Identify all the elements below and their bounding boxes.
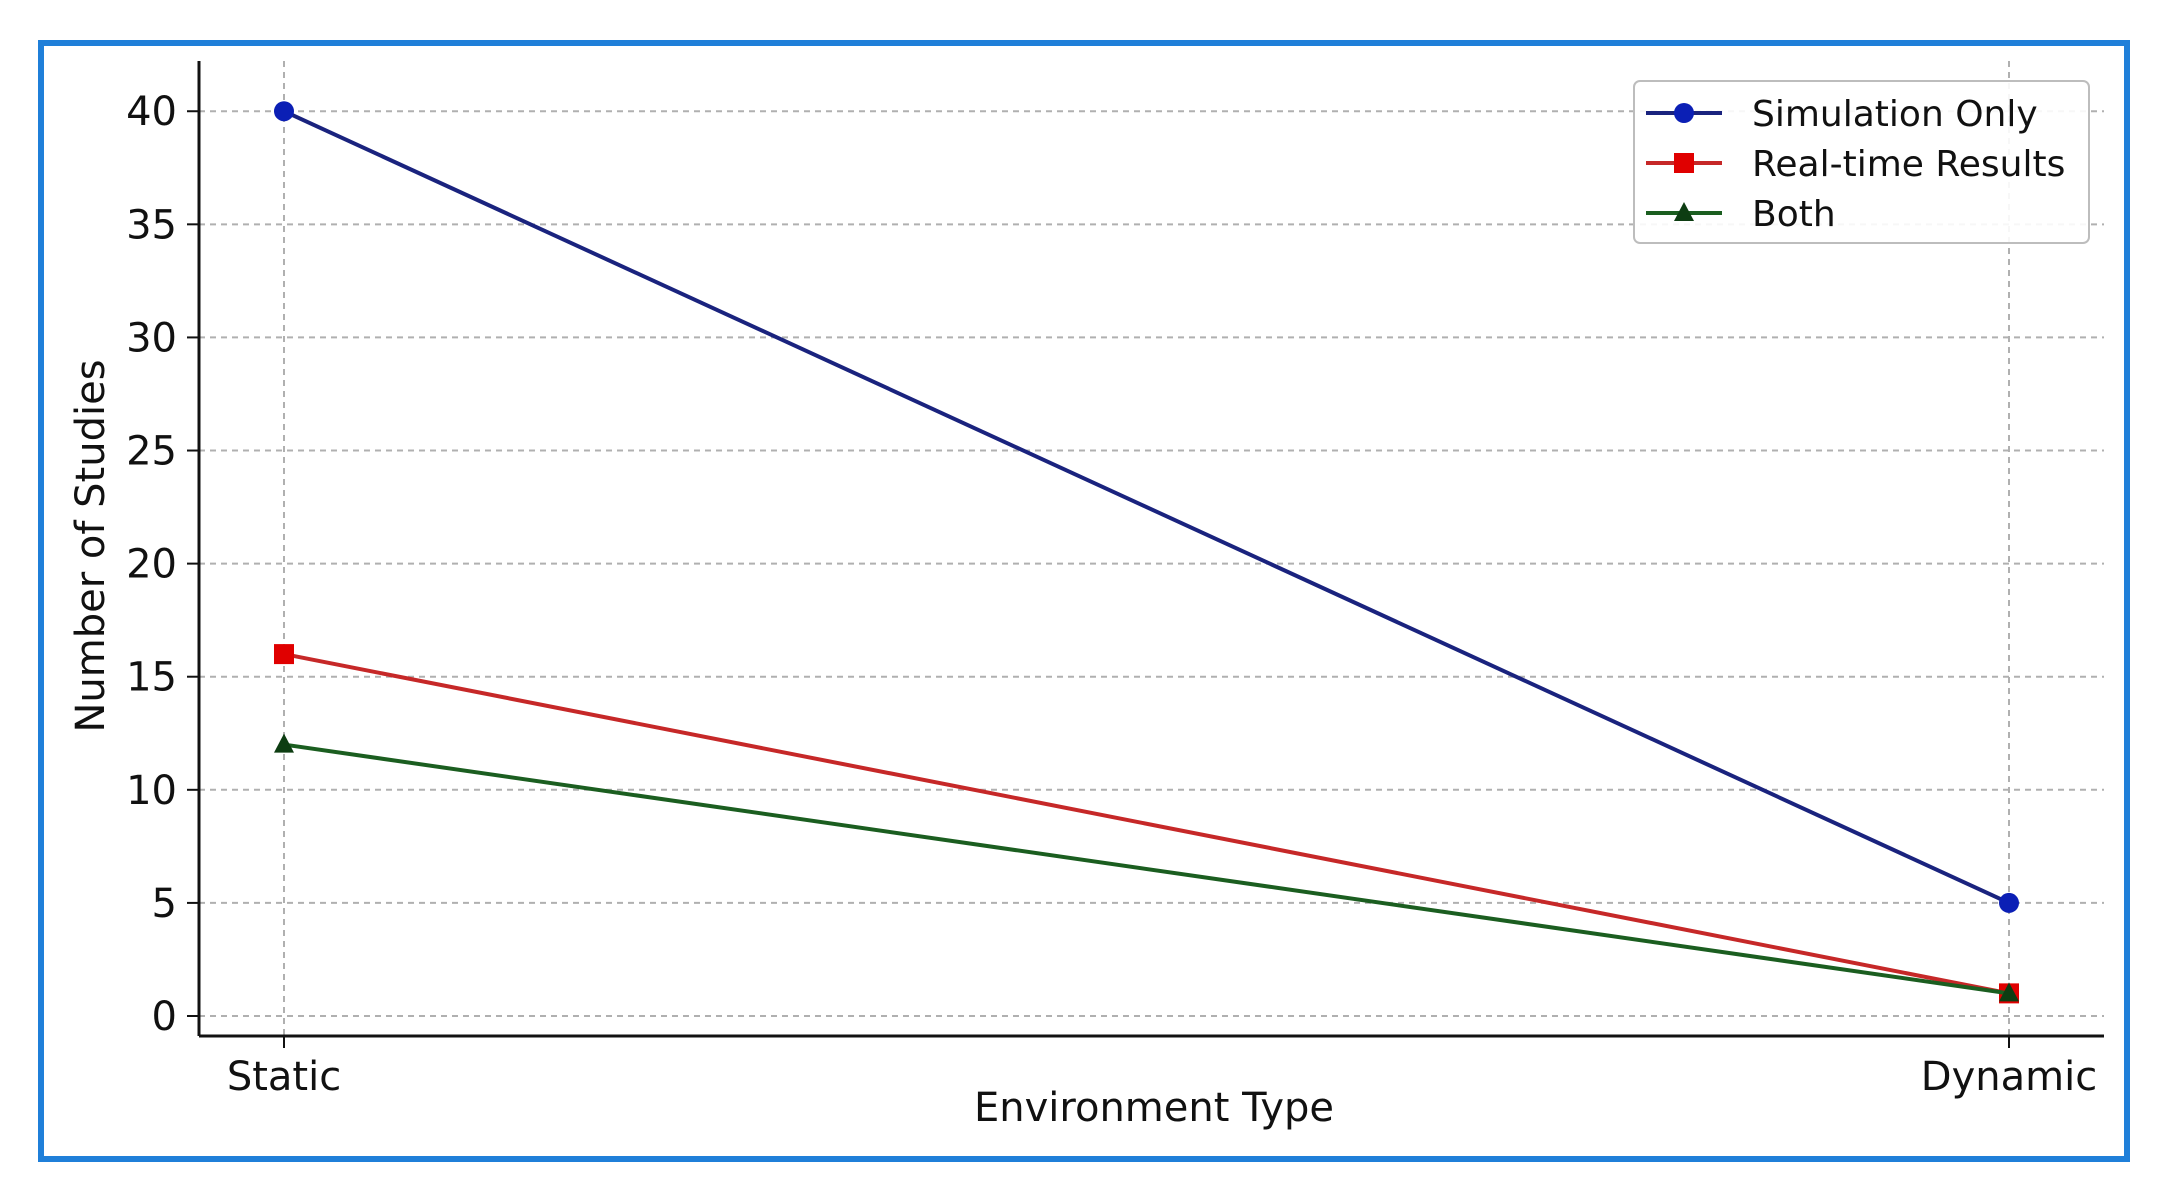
y-tick-label: 25 (126, 429, 177, 475)
x-tick-label: Dynamic (1921, 1054, 2097, 1100)
x-axis-label: Environment Type (974, 1085, 1334, 1131)
y-tick-label: 30 (126, 315, 177, 361)
series-both (274, 733, 2019, 1002)
y-tick-label: 35 (126, 202, 177, 248)
series-line (283, 742, 2010, 996)
legend-item: Both (1646, 194, 1836, 235)
y-tick-label: 20 (126, 542, 177, 588)
line-chart: 0 5 10 15 20 25 30 35 40 Static Dynamic Number of… (68, 61, 2104, 1131)
legend-item: Real-time Results (1646, 144, 2065, 185)
data-point (274, 733, 294, 753)
y-axis-label: Number of Studies (68, 359, 114, 732)
legend-marker (1674, 103, 1694, 123)
legend-label: Both (1752, 194, 1836, 235)
series-group (274, 101, 2019, 1004)
y-tick-label: 10 (126, 768, 177, 814)
x-tick-label: Static (227, 1054, 341, 1100)
legend-label: Simulation Only (1752, 94, 2038, 135)
y-tick-label: 40 (126, 89, 177, 135)
chart-frame: 0 5 10 15 20 25 30 35 40 Static Dynamic Number of… (38, 40, 2130, 1162)
data-point (1999, 892, 2019, 913)
y-tick-label: 15 (126, 655, 177, 701)
data-point (1999, 982, 2019, 1002)
legend-marker (1674, 202, 1694, 221)
series-line (283, 109, 2010, 905)
data-point (274, 644, 294, 665)
legend: Simulation Only Real-time Results Both (1633, 80, 2090, 244)
legend-box (1633, 80, 2090, 244)
legend-label: Real-time Results (1752, 144, 2065, 185)
series-line (283, 652, 2010, 996)
series-simulation-only (274, 101, 2019, 913)
y-tick-label: 5 (152, 881, 177, 927)
data-point (274, 101, 294, 122)
y-tick-label: 0 (152, 994, 177, 1040)
x-axis-ticks: Static Dynamic (227, 1036, 2097, 1100)
legend-item: Simulation Only (1646, 94, 2038, 135)
y-axis-ticks: 0 5 10 15 20 25 30 35 40 (126, 89, 199, 1040)
legend-marker (1674, 153, 1694, 173)
series-real-time-results (274, 644, 2019, 1004)
